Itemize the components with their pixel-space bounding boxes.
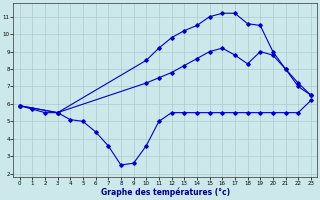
X-axis label: Graphe des températures (°c): Graphe des températures (°c) (101, 188, 230, 197)
